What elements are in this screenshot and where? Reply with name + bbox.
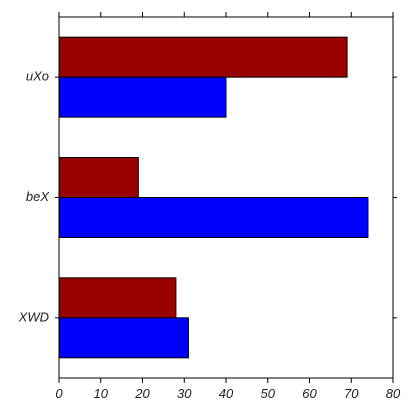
y-tick-label: uXo	[26, 69, 49, 84]
labels-layer: uXo beX XWD 0 10 20 30 40 50 60 70 80	[18, 69, 401, 401]
x-tick-label: 70	[344, 386, 359, 401]
bar-uXo-series-1	[58, 36, 348, 78]
y-tick-label: XWD	[18, 309, 49, 324]
bar-beX-series-2	[58, 197, 369, 238]
y-tick-label: beX	[26, 189, 50, 204]
x-tick-label: 40	[219, 386, 234, 401]
bar-beX-series-1	[58, 157, 139, 198]
x-tick-label: 10	[94, 386, 109, 401]
plot-frame	[58, 16, 394, 379]
bar-XWD-series-2	[58, 317, 189, 359]
ticks-layer	[55, 12, 397, 383]
bar-uXo-series-2	[58, 76, 227, 118]
x-tick-label: 30	[177, 386, 192, 401]
bar-XWD-series-1	[58, 277, 177, 319]
x-tick-label: 0	[55, 386, 63, 401]
x-tick-label: 80	[386, 386, 401, 401]
x-tick-label: 20	[134, 386, 150, 401]
bars-layer	[58, 36, 369, 359]
x-tick-label: 60	[302, 386, 317, 401]
x-tick-label: 50	[261, 386, 276, 401]
